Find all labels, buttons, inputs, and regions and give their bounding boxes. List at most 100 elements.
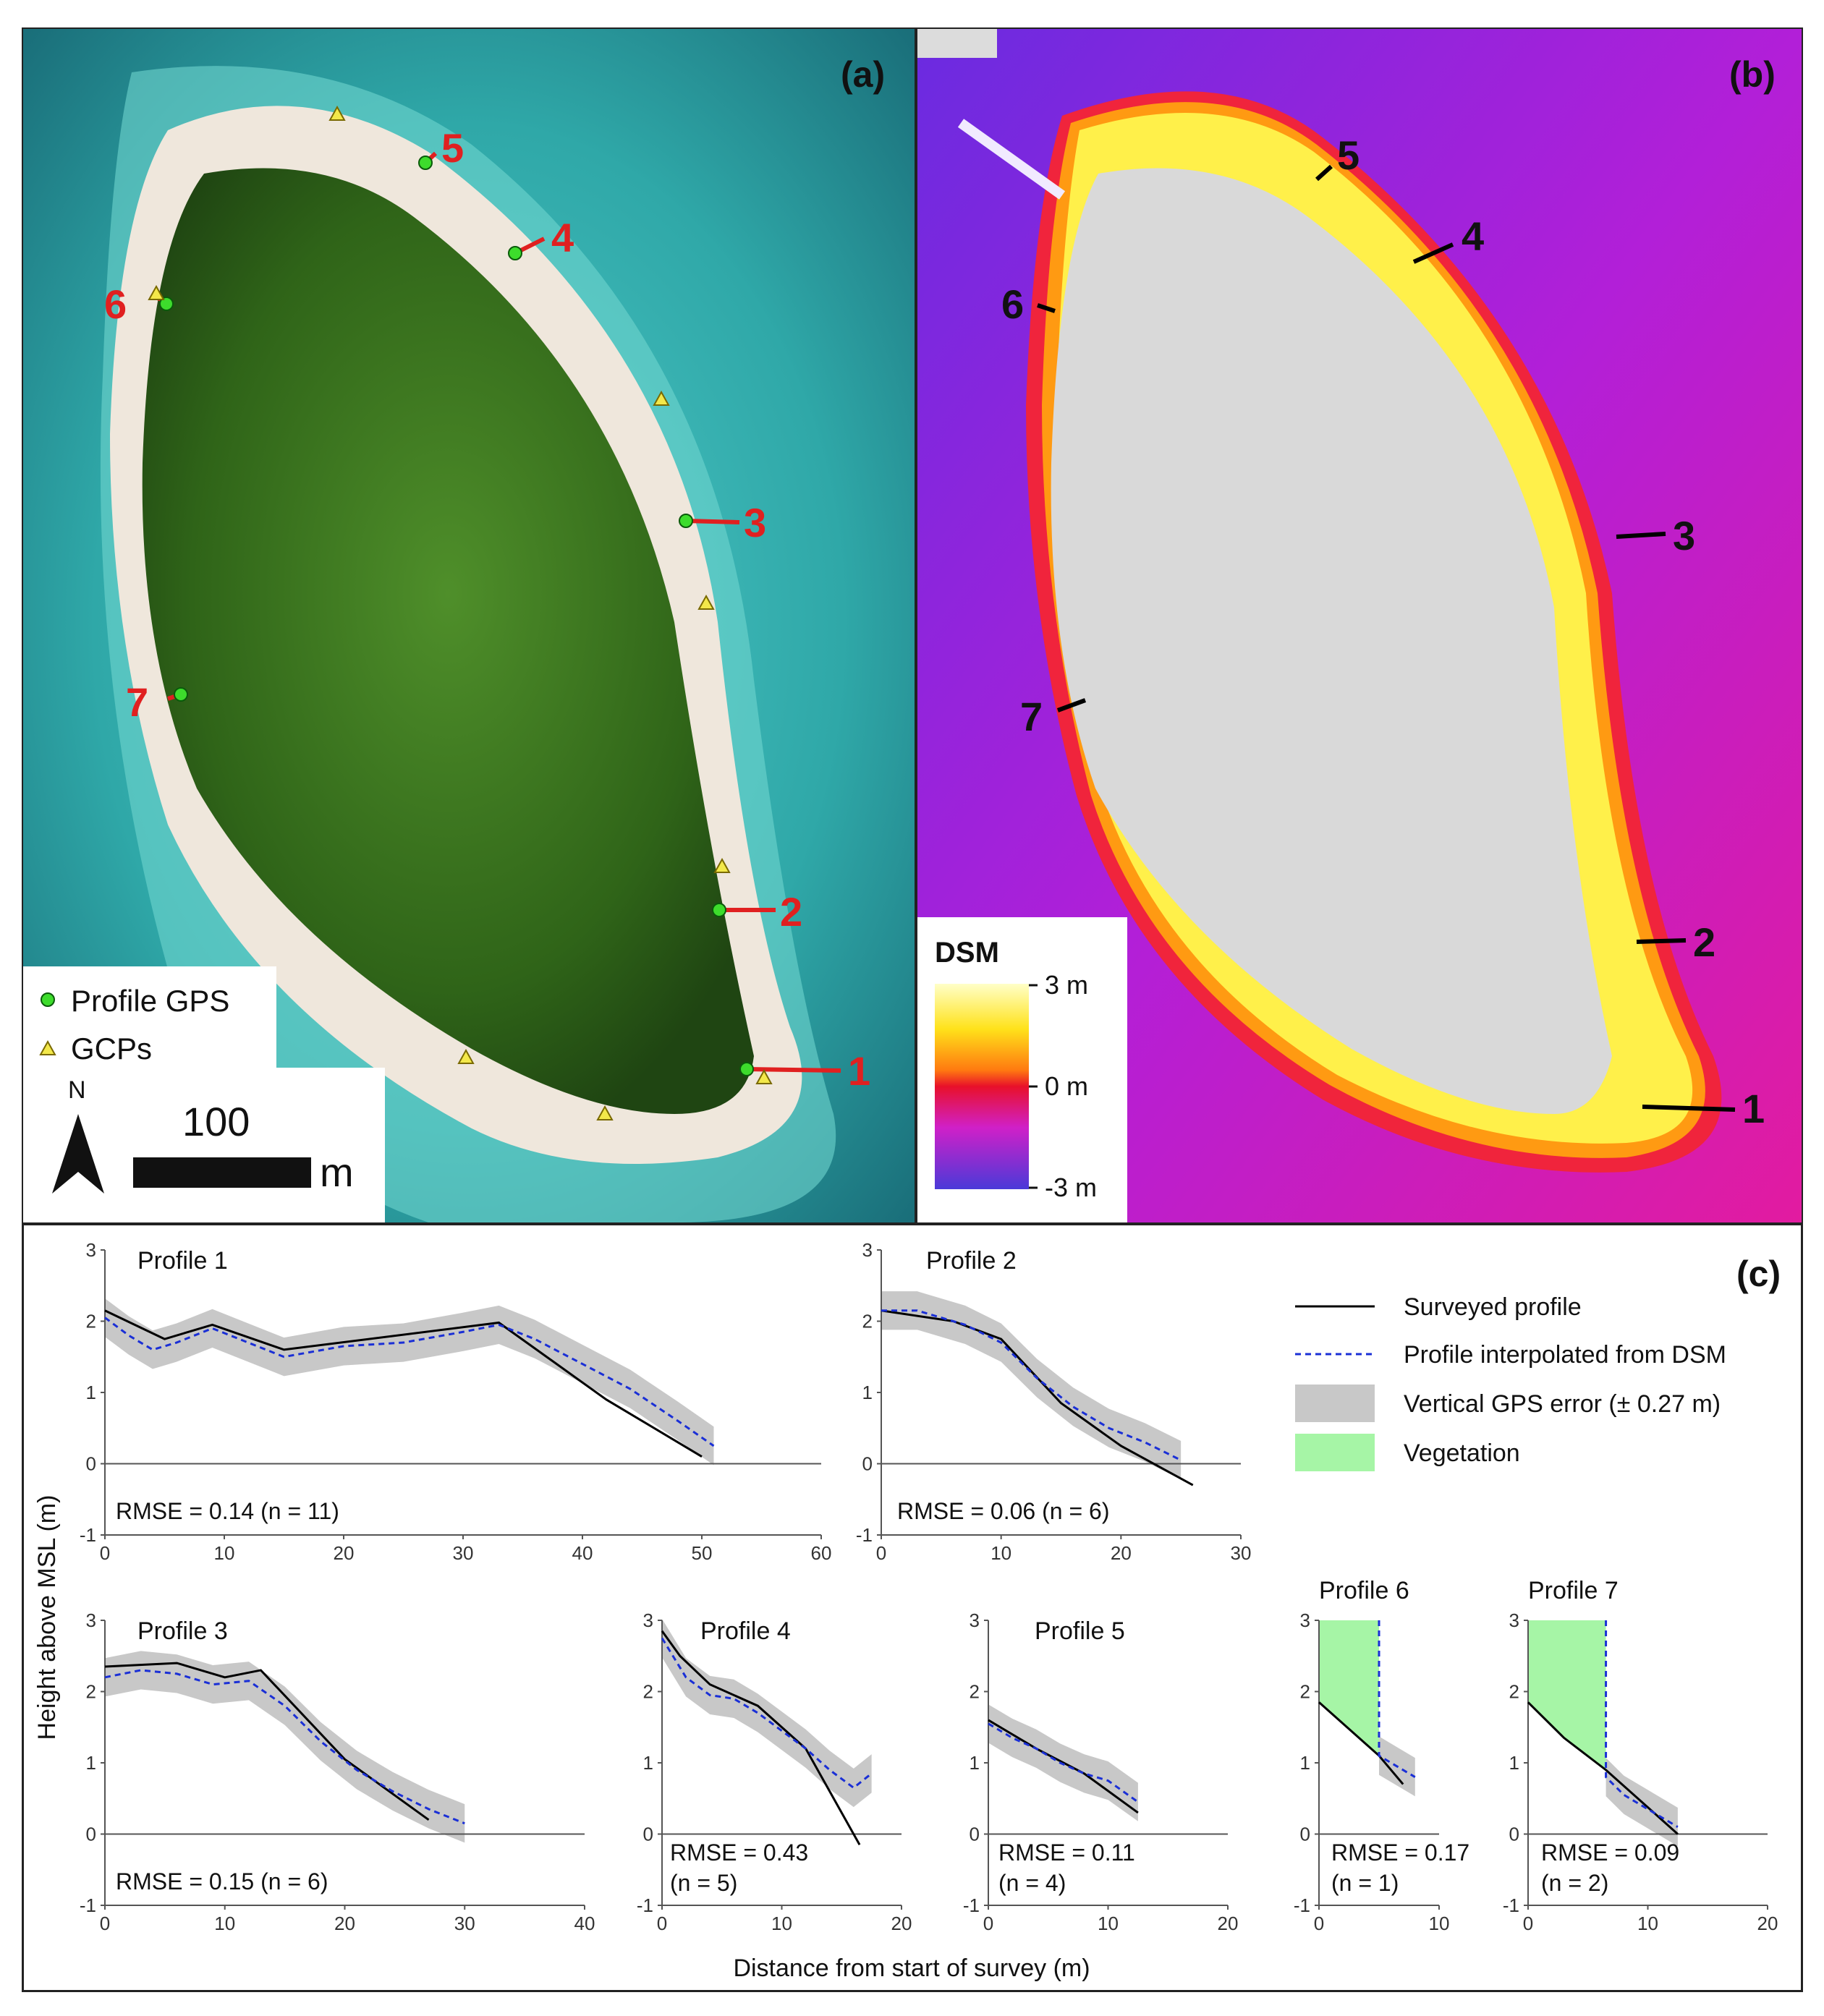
vegetation-area	[1528, 1620, 1606, 1770]
y-tick-label: 3	[970, 1609, 980, 1631]
rmse-label: RMSE = 0.43	[670, 1840, 808, 1866]
dsm-profile-label-4: 4	[1462, 213, 1484, 259]
y-tick-label: 0	[86, 1453, 96, 1475]
profile-legend: Surveyed profile Profile interpolated fr…	[1295, 1293, 1726, 1471]
y-tick-label: 1	[1300, 1752, 1310, 1774]
legend-surveyed: Surveyed profile	[1404, 1293, 1582, 1321]
sample-count-label: (n = 1)	[1331, 1870, 1399, 1896]
y-tick-label: 1	[86, 1382, 96, 1403]
interpolated-line	[104, 1317, 715, 1447]
plot-title: Profile 5	[1035, 1617, 1125, 1645]
profile-label-3: 3	[744, 500, 766, 545]
profile-gps-legend-icon	[41, 992, 55, 1007]
y-tick-label: 0	[643, 1824, 653, 1845]
y-tick-label: 2	[643, 1681, 653, 1703]
interpolated-line	[881, 1309, 1182, 1461]
dsm-profile-label-2: 2	[1693, 919, 1715, 965]
y-tick-label: -1	[963, 1894, 980, 1916]
y-tick-label: 1	[862, 1382, 873, 1403]
figure-frame	[22, 27, 1803, 1992]
dsm-profile-number-labels: 1 2 3 4 5 6 7	[1001, 132, 1765, 1131]
dsm-tick-mid: 0 m	[1045, 1071, 1088, 1101]
scale-bar	[133, 1157, 311, 1188]
rmse-label: RMSE = 0.14 (n = 11)	[116, 1498, 339, 1524]
y-tick-label: -1	[1503, 1894, 1519, 1916]
north-arrow-icon	[52, 1114, 104, 1194]
x-tick-label: 0	[1314, 1913, 1324, 1934]
interpolated-line	[104, 1669, 465, 1825]
y-tick-label: 2	[1300, 1681, 1310, 1703]
surveyed-line	[104, 1662, 430, 1821]
x-tick-label: 50	[692, 1542, 713, 1564]
dsm-profile-label-3: 3	[1673, 513, 1695, 558]
legend-interpolated: Profile interpolated from DSM	[1404, 1341, 1726, 1369]
x-tick-label: 30	[1231, 1542, 1252, 1564]
profile-label-6: 6	[104, 281, 127, 327]
y-tick-label: 3	[862, 1239, 873, 1261]
profile-label-2: 2	[780, 889, 802, 935]
panel-divider	[915, 29, 917, 1222]
y-tick-label: 0	[1300, 1824, 1310, 1845]
interpolated-line	[1605, 1620, 1679, 1828]
plot-title: Profile 4	[700, 1617, 791, 1645]
plot-title: Profile 2	[926, 1247, 1017, 1275]
rmse-label: RMSE = 0.15 (n = 6)	[116, 1868, 328, 1894]
y-tick-label: -1	[80, 1894, 96, 1916]
x-tick-label: 0	[100, 1542, 110, 1564]
x-tick-label: 30	[454, 1913, 475, 1934]
gps-error-band	[881, 1291, 1182, 1480]
y-tick-label: 3	[1509, 1609, 1519, 1631]
surveyed-line	[1527, 1701, 1679, 1835]
x-tick-label: 10	[1429, 1913, 1450, 1934]
sample-count-label: (n = 2)	[1541, 1870, 1608, 1896]
profile-number-labels: 1 2 3 4 5 6 7	[104, 125, 870, 1094]
y-tick-label: 0	[86, 1824, 96, 1845]
panel-a-label: (a)	[841, 54, 885, 95]
interpolated-line	[988, 1722, 1139, 1803]
rmse-label: RMSE = 0.09	[1541, 1840, 1679, 1866]
x-tick-label: 10	[214, 1542, 235, 1564]
x-tick-label: 0	[983, 1913, 993, 1934]
gcp-legend-icon	[39, 1039, 56, 1055]
north-label: N	[68, 1076, 86, 1104]
y-tick-label: 2	[1509, 1681, 1519, 1703]
plot-title: Profile 7	[1528, 1577, 1619, 1604]
profile-label-1: 1	[848, 1048, 870, 1094]
y-tick-label: -1	[637, 1894, 653, 1916]
surveyed-line	[104, 1309, 703, 1458]
x-tick-label: 0	[100, 1913, 110, 1934]
x-tick-label: 40	[572, 1542, 593, 1564]
y-tick-label: 1	[1509, 1752, 1519, 1774]
y-tick-label: 1	[643, 1752, 653, 1774]
x-tick-label: 20	[1111, 1542, 1132, 1564]
y-tick-label: 0	[862, 1453, 873, 1475]
interpolated-line	[1378, 1620, 1416, 1778]
x-tick-label: 60	[811, 1542, 832, 1564]
x-tick-label: 10	[1637, 1913, 1658, 1934]
scale-unit: m	[320, 1149, 354, 1195]
y-tick-label: 2	[86, 1681, 96, 1703]
x-tick-label: 20	[334, 1913, 355, 1934]
dsm-profile-label-5: 5	[1337, 132, 1359, 178]
dsm-color-scale	[935, 984, 1029, 1189]
y-tick-label: 3	[86, 1609, 96, 1631]
y-tick-label: 2	[862, 1311, 873, 1332]
x-tick-label: 0	[657, 1913, 667, 1934]
legend-gcps: GCPs	[71, 1032, 152, 1066]
x-tick-label: 30	[453, 1542, 474, 1564]
surveyed-line	[881, 1309, 1194, 1487]
x-tick-label: 20	[1218, 1913, 1239, 1934]
x-tick-label: 10	[771, 1913, 792, 1934]
dsm-tick-bottom: -3 m	[1045, 1173, 1097, 1202]
y-tick-label: 2	[970, 1681, 980, 1703]
dsm-profile-lines	[1037, 164, 1736, 1112]
rmse-label: RMSE = 0.11	[998, 1840, 1135, 1866]
interpolated-line	[661, 1637, 873, 1790]
dsm-profile-label-1: 1	[1742, 1086, 1765, 1131]
x-tick-label: 20	[1757, 1913, 1778, 1934]
sample-count-label: (n = 5)	[670, 1870, 737, 1896]
